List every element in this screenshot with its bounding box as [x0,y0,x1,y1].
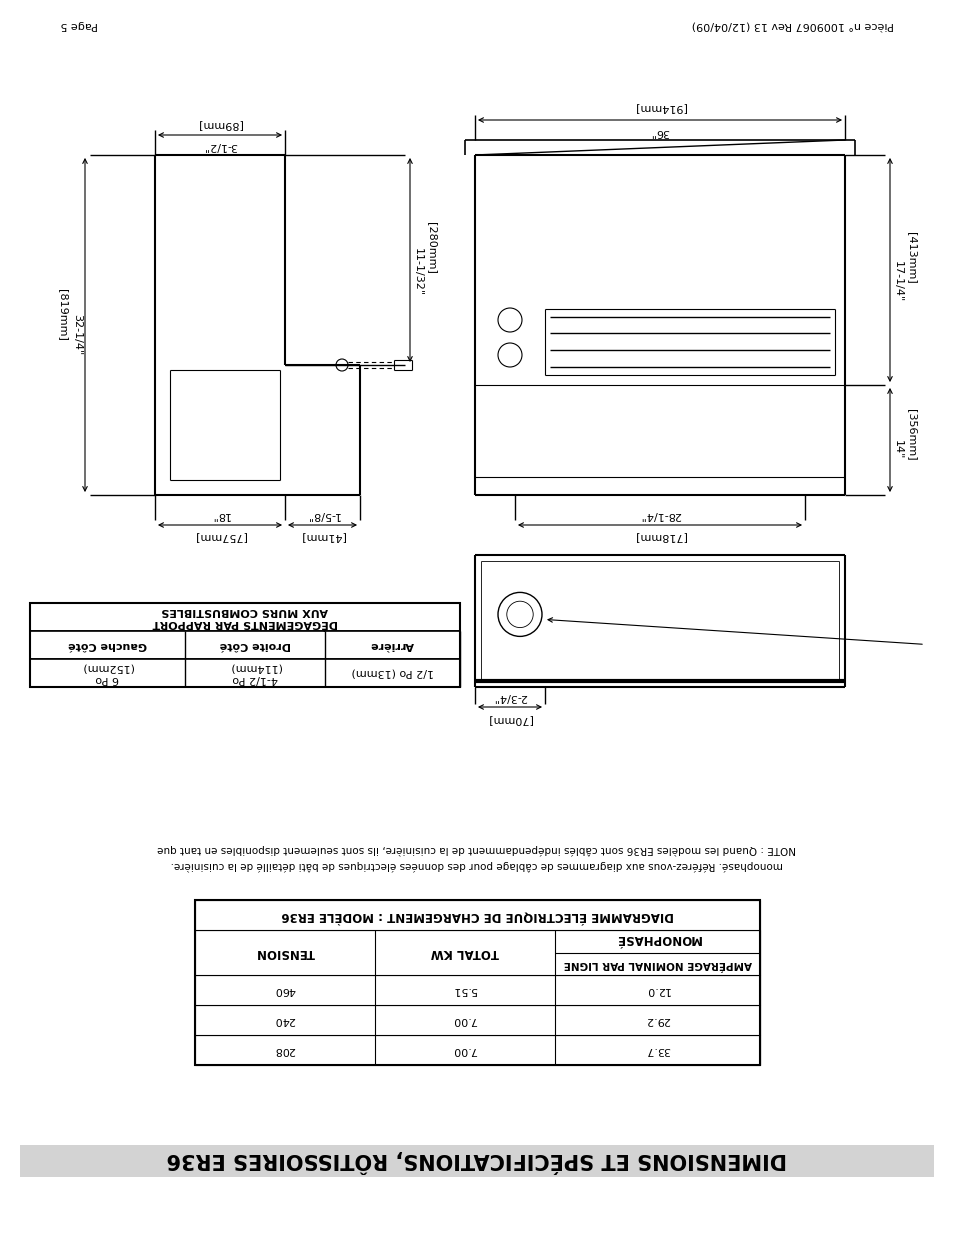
Text: [280mm]: [280mm] [427,222,436,274]
Text: [356mm]: [356mm] [906,409,916,461]
Bar [194,900,760,930]
Text: 7.00: 7.00 [452,1045,476,1055]
Bar [194,900,760,1065]
Text: 14": 14" [892,441,902,459]
Text: [41mm]: [41mm] [300,532,345,542]
Text: 11-1/32": 11-1/32" [413,248,422,296]
Text: [70mm]: [70mm] [487,715,532,725]
Bar [30,603,459,631]
Text: 1-5/8": 1-5/8" [305,510,339,520]
Text: [757mm]: [757mm] [193,532,246,542]
Text: DÉGAGEMENTS PAR RAPPORT
AUX MURS COMBUSTIBLES: DÉGAGEMENTS PAR RAPPORT AUX MURS COMBUST… [152,606,337,627]
Text: monophasé. Référez-vous aux diagrammes de câblage pour des données électriques d: monophasé. Référez-vous aux diagrammes d… [171,860,782,869]
Text: TOTAL KW: TOTAL KW [431,946,498,960]
Text: [718mm]: [718mm] [634,532,685,542]
Text: Gauche Côté: Gauche Côté [68,640,147,650]
Text: DIAGRAMME ÉLECTRIQUE DE CHARGEMENT : MODÈLE ER36: DIAGRAMME ÉLECTRIQUE DE CHARGEMENT : MOD… [281,909,673,921]
Text: DIMENSIONS ET SPÉCIFICATIONS, RÔTISSOIRES ER36: DIMENSIONS ET SPÉCIFICATIONS, RÔTISSOIRE… [167,1150,786,1172]
Text: 7.00: 7.00 [452,1015,476,1025]
Text: 18": 18" [210,510,230,520]
Text: 3-1/2": 3-1/2" [203,141,236,151]
Text: 460: 460 [274,986,295,995]
Text: AMPÉRAGE NOMINAL PAR LIGNE: AMPÉRAGE NOMINAL PAR LIGNE [563,960,751,969]
Text: 12.0: 12.0 [644,986,669,995]
Text: [89mm]: [89mm] [197,120,242,130]
Text: TENSION: TENSION [255,946,314,960]
Text: 208: 208 [274,1045,295,1055]
Text: 33.7: 33.7 [644,1045,669,1055]
Text: Pièce n° 1009067 Rev 13 (12/04/09): Pièce n° 1009067 Rev 13 (12/04/09) [691,20,893,30]
Bar [30,659,459,687]
Text: 6 Po
(152mm): 6 Po (152mm) [82,662,133,684]
Text: Arrière: Arrière [370,640,414,650]
Text: 29.2: 29.2 [644,1015,669,1025]
Text: NOTE : Quand les modèles ER36 sont câblés indépendamment de la cuisinière, ils s: NOTE : Quand les modèles ER36 sont câblé… [157,845,796,855]
Bar [194,1005,760,1035]
Text: 1/2 Po (13mm): 1/2 Po (13mm) [351,668,434,678]
Text: 4-1/2 Po
(114mm): 4-1/2 Po (114mm) [229,662,280,684]
Text: 2-3/4": 2-3/4" [493,692,527,701]
Bar [194,974,760,1005]
Bar [194,1035,760,1065]
Text: 32-1/4": 32-1/4" [71,315,82,356]
Text: 36": 36" [650,127,669,137]
Bar [30,603,459,687]
Text: MONOPHASÉ: MONOPHASÉ [614,932,700,945]
Text: [914mm]: [914mm] [634,103,685,112]
Text: 5.51: 5.51 [453,986,476,995]
Bar [30,631,459,659]
Text: 240: 240 [274,1015,295,1025]
Text: Page 5: Page 5 [60,20,97,30]
Text: [413mm]: [413mm] [906,232,916,284]
Bar [20,1145,933,1177]
Text: 28-1/4": 28-1/4" [639,510,680,520]
Text: Droite Côté: Droite Côté [219,640,291,650]
Text: [819mm]: [819mm] [58,289,68,341]
Bar [194,930,760,974]
Text: 17-1/4": 17-1/4" [892,262,902,303]
